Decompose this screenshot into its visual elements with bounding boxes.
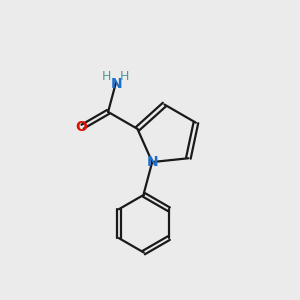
Text: H: H	[120, 70, 129, 83]
Text: H: H	[102, 70, 111, 83]
Text: N: N	[110, 77, 122, 92]
Text: O: O	[75, 120, 87, 134]
Text: N: N	[146, 155, 158, 169]
